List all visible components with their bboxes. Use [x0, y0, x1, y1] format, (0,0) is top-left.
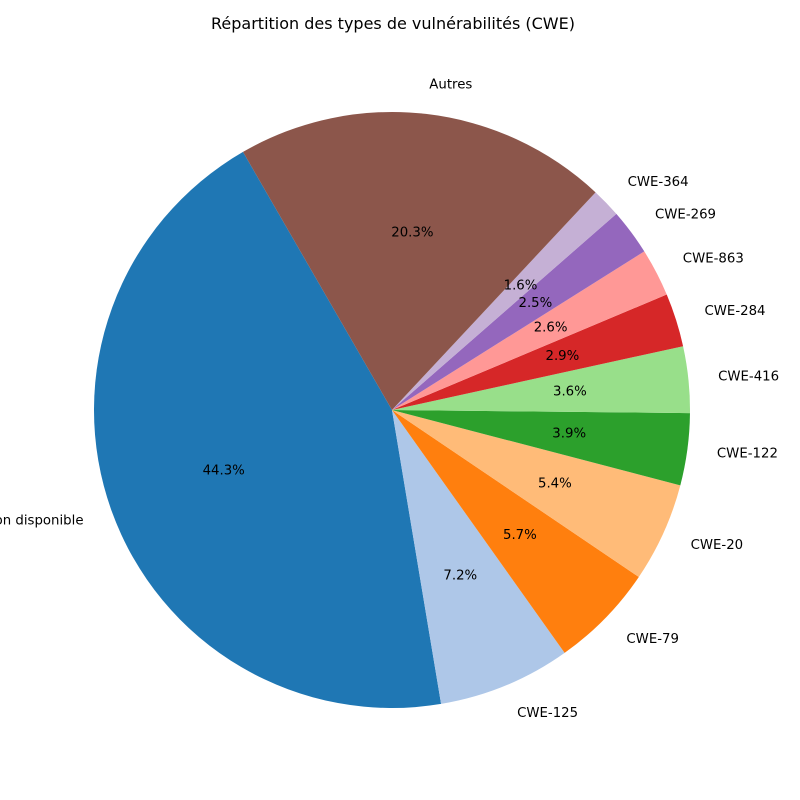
percent-label: 7.2% — [443, 568, 477, 583]
pie-slice — [392, 410, 690, 486]
percent-labels: 44.3% 7.2% 5.7% 5.4% 3.9% 3.6% 2.9% 2.6% 2.5% 1.6… — [203, 225, 587, 583]
slice-label: Non disponible — [0, 514, 84, 529]
percent-label: 3.9% — [552, 427, 586, 442]
percent-label: 2.6% — [534, 321, 568, 336]
pie-slice — [392, 294, 684, 410]
slice-label: CWE-863 — [683, 252, 744, 267]
percent-label: 5.4% — [538, 477, 572, 492]
pie-slice — [392, 192, 617, 410]
percent-label: 5.7% — [503, 528, 537, 543]
pie-slice — [392, 346, 690, 414]
pie-slice — [392, 410, 681, 577]
slice-label: CWE-269 — [655, 207, 716, 222]
chart-title: Répartition des types de vulnérabilités … — [211, 14, 575, 33]
slice-label: Autres — [429, 77, 472, 92]
pie-slice — [392, 410, 639, 653]
pie-slice — [392, 213, 645, 410]
percent-label: 3.6% — [553, 385, 587, 400]
pie-slice — [93, 151, 442, 709]
percent-label: 2.5% — [519, 296, 553, 311]
slice-label: CWE-20 — [691, 538, 744, 553]
slice-label: CWE-364 — [628, 175, 689, 190]
percent-label: 20.3% — [391, 225, 433, 240]
slice-label: CWE-122 — [717, 447, 778, 462]
pie-slice — [392, 251, 667, 410]
slice-label: CWE-79 — [626, 632, 679, 647]
slice-labels: Non disponible CWE-125 CWE-79 CWE-20 CWE-122… — [0, 77, 779, 721]
pie-slice — [392, 410, 565, 704]
slice-label: CWE-416 — [718, 369, 779, 384]
pie-slices — [93, 111, 690, 709]
slice-label: CWE-125 — [517, 706, 578, 721]
percent-label: 1.6% — [504, 279, 538, 294]
pie-slice — [243, 111, 596, 410]
slice-label: CWE-284 — [705, 304, 766, 319]
percent-label: 44.3% — [203, 463, 245, 478]
percent-label: 2.9% — [546, 349, 580, 364]
